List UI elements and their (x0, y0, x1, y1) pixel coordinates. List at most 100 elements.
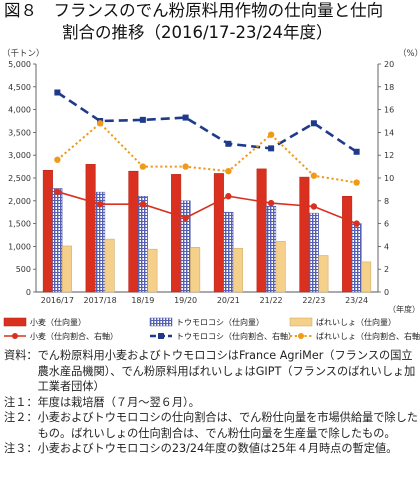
bar-3-22/23 (318, 255, 329, 293)
right-axis-unit: （%） (398, 48, 420, 59)
bar-2-18/19 (137, 195, 148, 293)
bar-1-20/21 (213, 173, 224, 293)
line-series-6 (56, 121, 357, 184)
legend-label: トウモロコシ（仕向量） (176, 317, 264, 327)
left-axis-tick-label: 4,500 (8, 83, 31, 92)
bar-2-2016/17 (52, 188, 63, 293)
bar-2-21/22 (266, 206, 277, 293)
x-tick-label: 21/22 (260, 296, 283, 305)
bar-3-23/24 (361, 261, 372, 293)
x-tick-label: 22/23 (302, 296, 325, 305)
note-label: 資料： (4, 349, 38, 362)
point-5-19/20 (182, 114, 189, 121)
legend-marker (158, 333, 164, 339)
point-4-19/20 (182, 214, 189, 222)
left-axis-tick-label: 2,000 (8, 197, 31, 206)
point-5-20/21 (225, 140, 232, 147)
point-4-21/22 (267, 199, 275, 207)
right-axis-tick-label: 8 (384, 197, 389, 206)
bar-1-18/19 (128, 170, 139, 293)
right-axis-tick-label: 14 (384, 128, 394, 137)
x-tick-label: 23/24 (345, 296, 368, 305)
right-axis-tick-label: 0 (384, 288, 389, 297)
legend: 小麦（仕向量） トウモロコシ（仕向量） ばれいしょ（仕向量） 小麦（仕向割合、右軸） ト… (3, 317, 420, 341)
legend-item-4: 小麦（仕向割合、右軸） (4, 331, 118, 341)
point-4-18/19 (139, 201, 147, 208)
x-tick-label: 19/20 (174, 296, 197, 305)
bar-1-22/23 (299, 176, 310, 293)
right-axis-tick-label: 20 (384, 60, 394, 69)
legend-label: 小麦（仕向量） (30, 317, 86, 327)
point-6-20/21 (225, 167, 232, 175)
point-5-2016/17 (54, 89, 61, 96)
bars (42, 164, 372, 293)
left-axis-tick-label: 3,000 (8, 151, 31, 160)
note-1: 注１： 年度は栽培暦（７月～翌６月）。 (4, 395, 418, 411)
right-axis-tick-label: 4 (384, 242, 389, 251)
bar-2-22/23 (308, 212, 319, 293)
bar-3-18/19 (147, 248, 158, 293)
note-label: 注２： (4, 411, 38, 424)
right-axis-tick-label: 10 (384, 174, 394, 183)
note-text: 年度は栽培暦（７月～翌６月）。 (37, 395, 200, 409)
note-label: 注１： (4, 395, 38, 409)
bar-2-20/21 (223, 211, 234, 293)
left-axis-tick-label: 500 (16, 265, 31, 274)
point-5-18/19 (139, 116, 146, 123)
line-series-5 (56, 91, 358, 153)
x-tick-label: 2017/18 (84, 296, 117, 305)
legend-item-2: トウモロコシ（仕向量） (149, 317, 264, 327)
point-5-23/24 (353, 148, 360, 155)
legend-marker (12, 333, 18, 339)
chart: （千トン） （%） 0 500 1,000 1,500 2,000 2,500 3,000 3… (2, 48, 420, 341)
point-4-2016/17 (54, 188, 61, 195)
bar-3-2017/18 (104, 238, 115, 293)
bar-1-19/20 (171, 174, 182, 293)
bar-3-19/20 (190, 247, 201, 293)
bar-1-23/24 (342, 195, 353, 293)
line-series-4 (57, 190, 357, 225)
x-tick-label: 18/19 (131, 296, 154, 305)
point-4-23/24 (353, 220, 360, 227)
x-tick-label: 20/21 (217, 296, 240, 305)
left-axis-tick-label: 2,500 (8, 174, 31, 183)
legend-label: 小麦（仕向割合、右軸） (30, 331, 118, 341)
legend-label: ばれいしょ（仕向量） (316, 317, 396, 327)
note-text: でん粉原料用小麦およびトウモロコシはFrance AgriMer（フランスの国立… (37, 349, 416, 393)
right-axis-tick-label: 18 (384, 83, 394, 92)
legend-swatch (149, 317, 173, 327)
bar-2-19/20 (180, 200, 191, 293)
point-6-21/22 (267, 131, 275, 138)
right-axis-tick-label: 12 (384, 151, 394, 160)
right-axis-tick-label: 2 (384, 265, 389, 274)
point-4-20/21 (225, 193, 232, 200)
legend-swatch (3, 317, 27, 327)
x-tick-label: 2016/17 (41, 296, 74, 305)
note-3: 注３： 小麦およびトウモロコシの23/24年度の数値は25年４月時点の暫定値。 (4, 441, 418, 457)
axes: 0 500 1,000 1,500 2,000 2,500 3,000 3,500 4,000 4… (8, 60, 394, 297)
point-6-23/24 (353, 179, 360, 186)
chart-title: 図８ フランスのでん粉原料用作物の仕向量と仕向 割合の推移（2016/17-23… (4, 0, 418, 44)
legend-label: トウモロコシ（仕向割合、右軸） (176, 331, 296, 341)
note-2: 注２： 小麦およびトウモロコシの仕向割合は、でん粉仕向量を市場供給量で除したもの… (4, 410, 418, 441)
left-axis-tick-label: 3,500 (8, 128, 31, 137)
x-axis-unit: （年度） (388, 304, 420, 314)
point-6-2017/18 (96, 120, 104, 127)
note-text: 小麦およびトウモロコシの仕向割合は、でん粉仕向量を市場供給量で除したもの。ばれい… (37, 411, 418, 440)
point-6-2016/17 (54, 156, 61, 163)
note-source: 資料： でん粉原料用小麦およびトウモロコシはFrance AgriMer（フラン… (4, 348, 418, 395)
bar-1-2016/17 (42, 169, 53, 293)
left-axis-tick-label: 1,000 (8, 242, 31, 251)
left-axis-tick-label: 4,000 (8, 106, 31, 115)
legend-item-5: トウモロコシ（仕向割合、右軸） (150, 331, 296, 341)
point-6-22/23 (310, 172, 318, 179)
bar-2-23/24 (351, 223, 362, 293)
notes: 資料： でん粉原料用小麦およびトウモロコシはFrance AgriMer（フラン… (4, 348, 418, 457)
bar-3-20/21 (232, 247, 243, 293)
point-5-22/23 (310, 120, 317, 127)
left-axis-tick-label: 1,500 (8, 220, 31, 229)
bar-1-21/22 (256, 168, 267, 293)
left-axis-unit: （千トン） (2, 48, 45, 59)
legend-item-1: 小麦（仕向量） (3, 317, 86, 327)
point-4-22/23 (310, 203, 318, 210)
